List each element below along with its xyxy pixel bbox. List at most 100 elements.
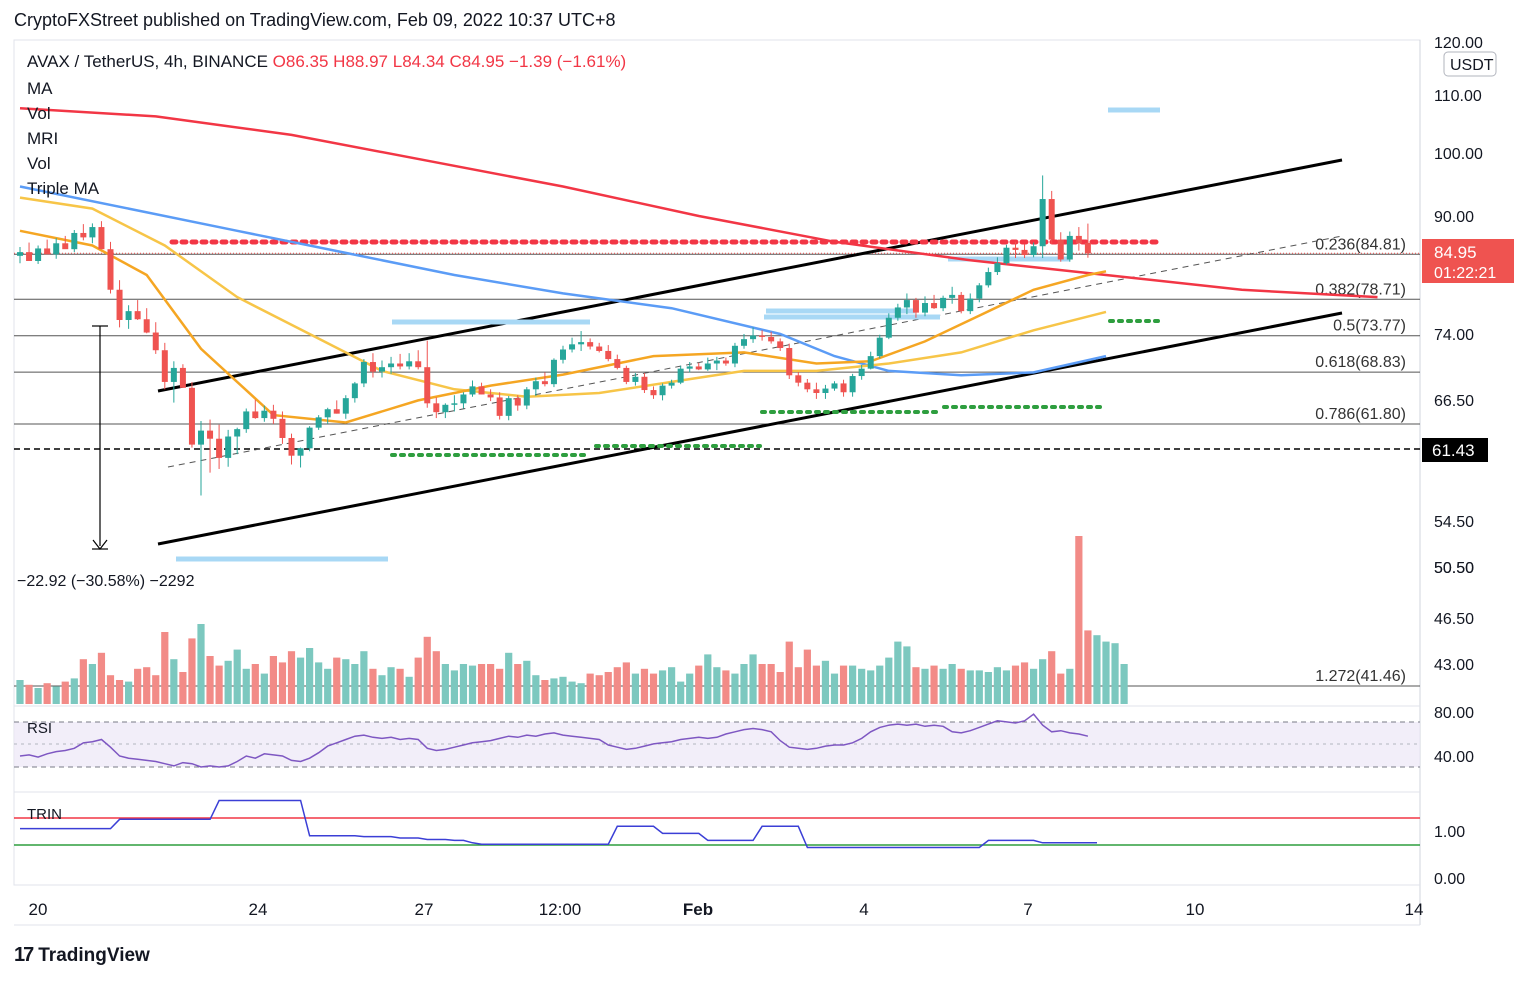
volume-bar [812,665,820,704]
volume-bar [858,668,866,704]
volume-bar [206,656,214,704]
volume-bar [649,673,658,704]
candle-body [867,356,874,369]
ohlc-change: −1.39 (−1.61%) [509,52,627,71]
time-axis-tick: 10 [1186,900,1205,919]
price-axis-tick: 46.50 [1434,611,1474,628]
volume-bar [930,665,938,704]
price-axis-tick: 74.00 [1434,327,1474,344]
candle-body [750,335,757,340]
trin-axis-tick: 1.00 [1434,824,1465,841]
volume-bar [523,660,531,704]
volume-bar [1020,662,1029,704]
volume-bar [269,656,277,704]
candle-body [614,359,621,368]
candle-body [940,297,947,309]
candle-body [768,336,775,342]
candle-body [279,418,286,438]
candle-body [541,381,548,385]
volume-bar [405,676,413,704]
candle-body [1003,247,1010,264]
volume-bar [1102,641,1110,704]
candle-body [650,390,657,396]
ohlc-high: H88.97 [333,52,388,71]
price-axis-tick: 43.00 [1434,657,1474,674]
candle-body [360,362,367,384]
candle-body [722,360,729,364]
volume-bar [939,668,947,704]
volume-axis-tick: 50.50 [1434,560,1474,577]
tradingview-mark-icon: 17 [14,944,34,966]
volume-bar [333,657,341,704]
volume-bar [468,665,477,704]
volume-bar [767,664,775,704]
candle-body [406,361,413,367]
volume-bar [70,678,78,704]
volume-bar [306,648,314,704]
candle-body [840,383,847,393]
volume-bar [885,657,893,704]
price-axis-tick: 100.00 [1434,146,1483,163]
candle-body [1021,249,1028,256]
volume-bar [25,684,33,704]
candle-body [62,243,69,250]
legend-vol-2[interactable]: Vol [27,154,51,173]
volume-bar [541,680,549,704]
candle-body [686,366,693,369]
volume-bar [948,664,956,704]
trin-label[interactable]: TRIN [27,806,62,823]
legend-mri[interactable]: MRI [27,129,59,148]
candle-body [98,227,105,250]
volume-bar [559,676,567,704]
candle-body [442,404,449,413]
volume-bar [550,678,558,704]
candle-body [903,300,910,308]
volume-bar [876,665,884,704]
legend-ma[interactable]: MA [27,79,53,98]
volume-bar [459,664,468,704]
volume-bar [287,651,296,704]
candle-body [143,319,150,333]
channel-upper-line [157,158,1343,393]
volume-bar [830,673,839,704]
volume-bar [179,672,187,704]
legend-triple-ma[interactable]: Triple MA [27,179,100,198]
volume-bar [505,652,513,704]
candle-body [487,394,494,398]
volume-bar [106,675,115,704]
price-axis-tick: 54.50 [1434,514,1474,531]
volume-bar [1066,668,1074,704]
channel-mid-line [167,235,1343,468]
volume-bar [423,636,431,704]
volume-bar [1084,630,1092,704]
candle-body [433,403,440,413]
volume-bar [351,664,359,704]
volume-bar [396,668,404,704]
volume-bar [903,646,911,704]
candle-body [578,342,585,345]
candle-body [478,386,485,395]
candle-body [225,436,232,458]
tradingview-logo[interactable]: 17 TradingView [14,944,150,967]
legend-vol[interactable]: Vol [27,104,51,123]
candle-body [587,342,594,347]
volume-bar [1011,665,1020,704]
candle-body [786,348,793,376]
rsi-label[interactable]: RSI [27,720,53,737]
last-price-timer: 01:22:21 [1434,265,1496,282]
time-axis-tick: 7 [1023,900,1032,919]
symbol-name[interactable]: AVAX / TetherUS, 4h, BINANCE [27,52,268,71]
volume-bar [704,654,712,704]
volume-bar [894,641,902,704]
publish-header: CryptoFXStreet published on TradingView.… [14,10,616,30]
volume-bar [514,664,522,704]
volume-bar [849,665,857,704]
candle-body [35,248,42,261]
volume-bar [975,670,983,704]
volume-bar [414,657,422,704]
volume-bar [115,680,124,704]
volume-bar [595,675,603,704]
volume-bar [1075,536,1083,704]
volume-bar [432,651,440,704]
